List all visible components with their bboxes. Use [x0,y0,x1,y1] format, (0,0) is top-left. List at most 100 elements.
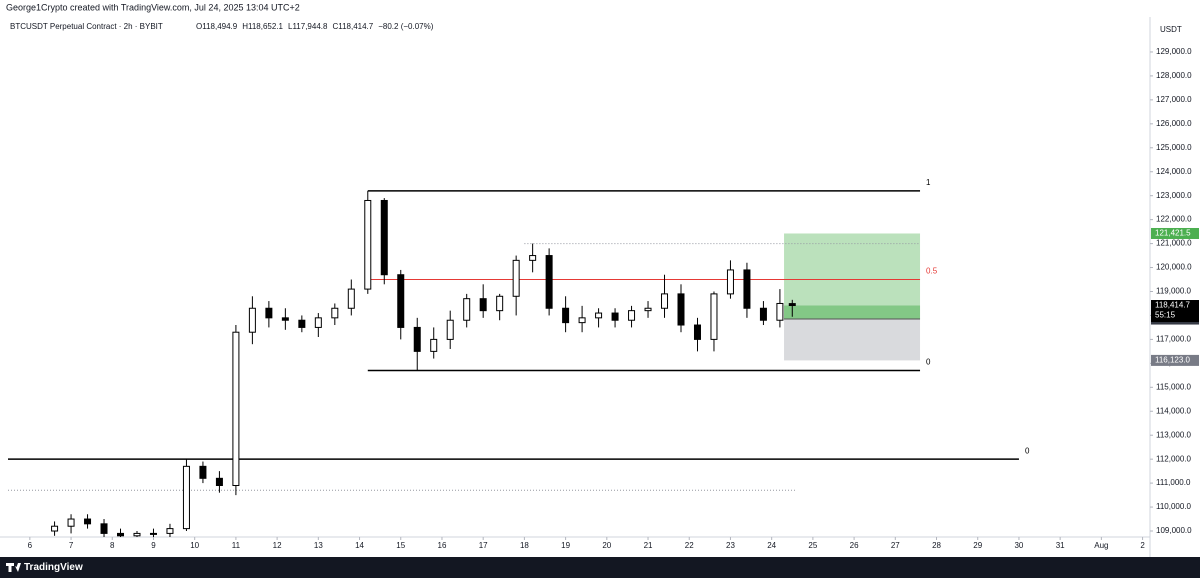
candle-body [331,307,339,319]
y-tick-label: 110,000.0 [1156,502,1192,511]
ohlc-value: −80.2 (−0.07%) [378,22,433,31]
y-tick-label: 112,000.0 [1156,454,1192,463]
y-tick-label: 115,000.0 [1156,382,1192,391]
x-tick-label: 10 [190,541,199,550]
x-tick-label: 7 [69,541,74,550]
stop-tag-label: 116,123.0 [1155,356,1191,365]
y-tick-label: 127,000.0 [1156,95,1192,104]
logo [6,563,21,572]
candle-body [611,312,619,321]
candle-body [562,307,570,324]
candle-body [265,307,273,319]
candle-body [446,319,454,340]
x-tick-label: 23 [726,541,735,550]
candle-body [232,331,240,487]
y-tick-label: 126,000.0 [1156,119,1192,128]
candle-body [215,477,223,487]
level-label: 0 [926,358,931,367]
stop-tag [1151,354,1199,366]
y-tick-label: 122,000.0 [1156,215,1192,224]
candle-body [166,528,174,534]
x-tick-label: 8 [110,541,115,550]
candle-body [51,525,59,532]
x-tick-label: 2 [1140,541,1145,550]
ohlc-value: L117,944.8 [288,22,328,31]
ohlc-value: O118,494.9 [196,22,238,31]
candle-body [743,269,751,309]
candle-body [100,523,108,534]
candle-body [545,255,553,309]
x-tick-label: 6 [28,541,33,550]
candle-body [347,288,355,309]
last-price-tag-label: 118,414.7 [1155,301,1191,310]
x-tick-label: 25 [808,541,817,550]
symbol: BTCUSDT Perpetual Contract · 2h · BYBIT [10,22,163,31]
x-tick-label: 11 [232,541,241,550]
candle-body [693,324,701,340]
y-tick-label: 109,000.0 [1156,526,1192,535]
y-tick-label: 113,000.0 [1156,430,1192,439]
y-tick-label: 125,000.0 [1156,143,1192,152]
y-tick-label: 111,000.0 [1156,478,1191,487]
candle-body [661,293,669,309]
candle-body [84,518,92,525]
candle-body [248,307,256,333]
y-tick-label: 129,000.0 [1156,47,1192,56]
level-label: 0 [1025,446,1030,455]
currency: USDT [1160,25,1182,34]
candle-body [281,317,289,321]
y-tick-label: 128,000.0 [1156,71,1192,80]
x-tick-label: 21 [644,541,653,550]
candle-body [677,293,685,326]
level-label: 0.5 [926,267,938,276]
x-tick-label: 14 [355,541,364,550]
x-tick-label: 30 [1014,541,1023,550]
candle-body [430,338,438,352]
credit: George1Crypto created with TradingView.c… [6,2,300,12]
candle-body [199,465,207,479]
candle-body [496,295,504,312]
x-tick-label: 19 [561,541,570,550]
candle-body [397,274,405,328]
y-tick-label: 123,000.0 [1156,191,1192,200]
candle-body [644,307,652,312]
x-tick-label: 16 [438,541,447,550]
candle-body [529,255,537,261]
y-tick-label: 121,000.0 [1156,239,1192,248]
x-tick-label: 12 [273,541,282,550]
candle-body [413,326,421,352]
candle-body [314,317,322,328]
candle-body [776,302,784,321]
candle-body [512,259,520,297]
x-tick-label: 17 [479,541,488,550]
x-tick-label: 15 [396,541,405,550]
candle-body [710,293,718,340]
x-tick-label: 20 [602,541,611,550]
y-tick-label: 119,000.0 [1156,287,1192,296]
target-tag-label: 121,421.5 [1155,229,1191,238]
x-tick-label: 26 [850,541,859,550]
stop-zone [784,319,921,361]
candle-body [726,269,734,295]
candle-body [759,307,767,321]
candle-body [117,532,125,537]
footer-brand: TradingView [24,562,83,573]
candle-body [380,199,388,276]
candle-body [133,532,141,537]
level-label: 1 [926,178,931,187]
ohlc-value: C118,414.7 [332,22,373,31]
x-tick-label: 9 [151,541,156,550]
candle-body [788,303,796,307]
x-tick-label: 29 [973,541,982,550]
candle-body [479,298,487,312]
x-tick-label: 24 [767,541,776,550]
footer [0,557,1200,578]
candle-body [364,199,372,290]
target-zone [784,233,921,320]
y-tick-label: 124,000.0 [1156,167,1192,176]
target-tag [1151,227,1199,239]
candle-body [182,465,190,530]
x-tick-label: Aug [1094,541,1108,550]
ohlc-value: H118,652.1 [242,22,283,31]
